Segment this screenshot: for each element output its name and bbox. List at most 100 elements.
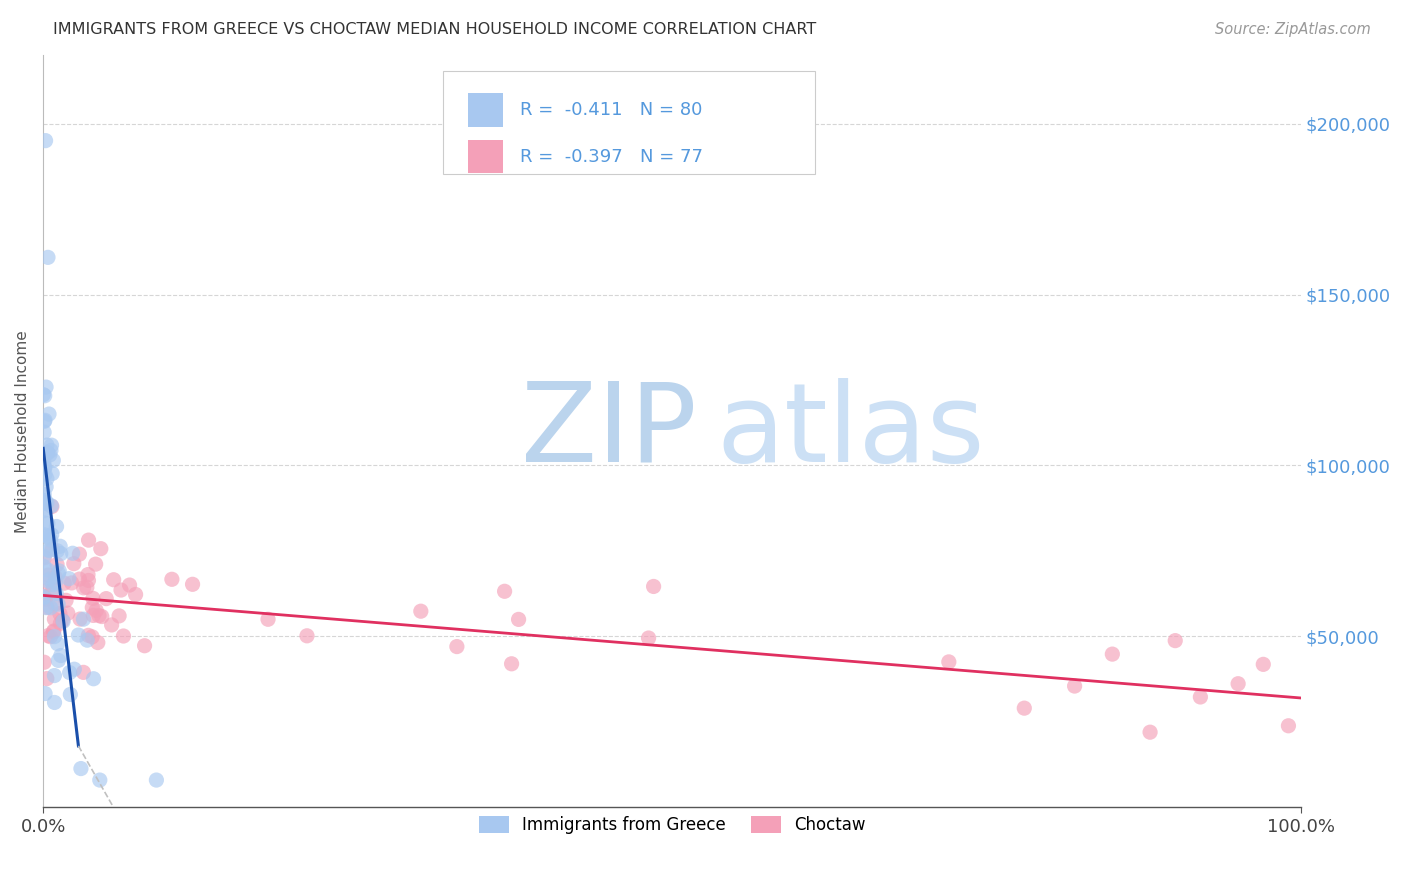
Point (34, 590, 56, 604)
Point (35, 600, 58, 615)
Point (39, 443, 62, 458)
Point (32, 425, 55, 440)
Point (77, 574, 100, 588)
Point (90, 541, 112, 556)
Point (46, 543, 69, 558)
Point (49, 607, 72, 621)
Point (41, 582, 63, 597)
Point (84, 557, 107, 571)
Point (35, 472, 58, 486)
Point (494, 584, 516, 599)
Point (34, 687, 56, 701)
Point (32, 503, 55, 517)
Point (77, 567, 100, 582)
Point (124, 587, 146, 601)
Point (70, 762, 93, 776)
Point (44, 570, 66, 584)
Point (67, 547, 90, 561)
Point (32, 502, 55, 516)
Point (60, 575, 83, 590)
Point (38, 407, 60, 421)
Point (110, 582, 132, 597)
Point (100, 618, 122, 632)
Point (32, 655, 55, 669)
Point (637, 631, 659, 645)
Point (42, 624, 65, 638)
Point (37, 629, 59, 643)
Point (56, 606, 79, 620)
Point (49, 547, 72, 561)
Point (44, 696, 66, 710)
Point (76, 633, 98, 648)
Point (62, 546, 84, 560)
Point (49, 539, 72, 553)
Point (34, 389, 56, 403)
Point (108, 608, 131, 623)
Point (76, 580, 98, 594)
Point (37, 600, 59, 615)
Point (67, 628, 90, 642)
Point (37, 516, 59, 531)
Point (112, 629, 135, 643)
Point (46, 558, 69, 572)
Point (49, 616, 72, 631)
Point (82, 591, 104, 606)
Point (160, 572, 183, 586)
Point (62, 557, 84, 571)
Point (181, 577, 204, 591)
Point (37, 446, 59, 460)
Point (32, 455, 55, 469)
Point (41, 499, 63, 513)
Point (134, 639, 156, 653)
Point (1227, 677, 1250, 691)
Point (35, 445, 58, 459)
Point (44, 575, 66, 590)
Point (96, 591, 118, 606)
Point (90, 609, 112, 624)
Point (35, 380, 58, 394)
Point (49, 648, 72, 663)
Point (501, 657, 523, 671)
Point (34, 467, 56, 482)
Point (45, 586, 67, 600)
Point (77, 533, 100, 548)
Text: IMMIGRANTS FROM GREECE VS CHOCTAW MEDIAN HOUSEHOLD INCOME CORRELATION CHART: IMMIGRANTS FROM GREECE VS CHOCTAW MEDIAN… (53, 22, 817, 37)
Point (32, 581, 55, 595)
Point (34, 516, 56, 530)
Point (41, 528, 63, 542)
Point (53, 576, 76, 591)
Point (72, 665, 94, 680)
Text: atlas: atlas (716, 378, 984, 484)
Point (32, 387, 55, 401)
Point (103, 573, 125, 587)
Point (46, 597, 69, 611)
Point (37, 574, 59, 588)
Text: R =  -0.411   N = 80: R = -0.411 N = 80 (520, 102, 703, 120)
Point (42, 577, 65, 591)
Point (41, 500, 63, 514)
Point (41, 541, 63, 556)
Point (145, 773, 167, 788)
Point (643, 579, 665, 593)
Point (409, 604, 432, 618)
Point (72, 612, 94, 626)
Point (44, 630, 66, 644)
Point (35, 438, 58, 452)
Point (38, 543, 60, 558)
Point (35, 496, 58, 510)
Point (257, 612, 280, 626)
Point (1101, 647, 1123, 661)
Point (44, 668, 66, 682)
Point (37, 251, 59, 265)
Point (38, 448, 60, 462)
Y-axis label: Median Household Income: Median Household Income (15, 330, 30, 533)
Point (42, 453, 65, 467)
Point (41, 467, 63, 481)
Point (69, 572, 91, 586)
Point (32, 496, 55, 510)
Point (32, 527, 55, 541)
Point (52, 614, 75, 628)
Point (42, 624, 65, 639)
Point (446, 640, 468, 654)
Point (34, 460, 56, 475)
